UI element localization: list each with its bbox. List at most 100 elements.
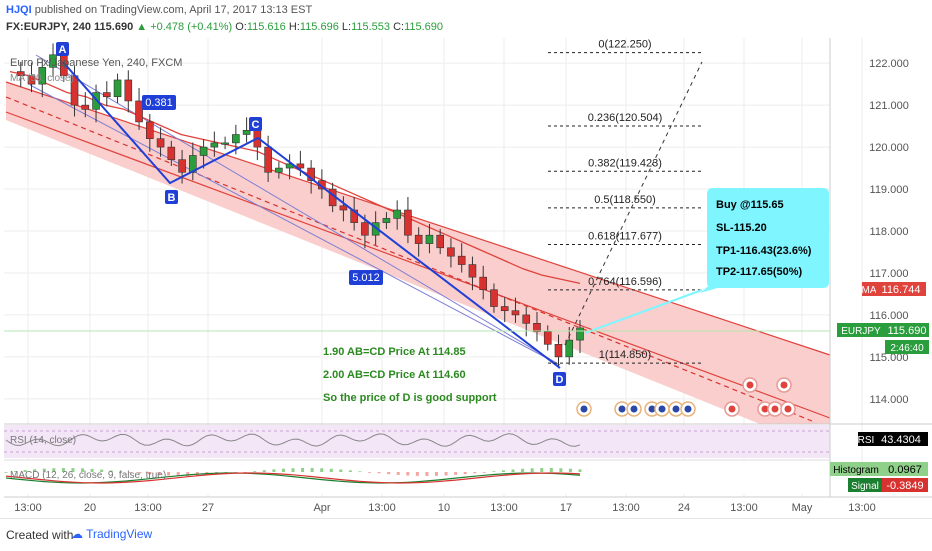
macd-bar: [435, 472, 438, 476]
channel-mid-line: [5, 96, 813, 422]
macd-bar: [444, 472, 448, 476]
candle-body: [468, 264, 477, 278]
macd-bar: [406, 472, 410, 476]
economic-event-markers[interactable]: [576, 377, 796, 417]
y-tick-label: 114.000: [870, 394, 909, 406]
macd-pane[interactable]: [4, 460, 830, 494]
x-axis[interactable]: 13:00 20 13:00 27 Apr 13:00 10 13:00 17 13:00 24 13…: [14, 502, 876, 514]
chart-canvas[interactable]: 0(122.250) 0.236(120.504) 0.382(119.423) 0.…: [0, 0, 932, 518]
macd-bar: [521, 468, 525, 472]
event-marker-dot: [728, 405, 736, 413]
candle-body: [232, 134, 240, 144]
candle-body: [404, 209, 412, 236]
callout-line-3: TP1-116.43(23.6%): [716, 245, 812, 257]
candle-body: [113, 79, 122, 98]
published-text: published on TradingView.com, April 17, …: [34, 4, 313, 16]
x-tick-label: 13:00: [730, 502, 758, 514]
svg-text:2:46:40: 2:46:40: [890, 343, 924, 354]
macd-bar: [501, 470, 505, 472]
event-marker-dot: [630, 405, 638, 413]
tradingview-logo[interactable]: ☁ TradingView: [71, 527, 152, 541]
ohlc-high: 115.696: [299, 21, 339, 33]
macd-bar: [33, 469, 37, 472]
event-marker-dot: [784, 405, 792, 413]
svg-text:Signal: Signal: [851, 481, 879, 492]
x-tick-label: 10: [438, 502, 450, 514]
y-tick-label: 116.000: [870, 310, 909, 322]
macd-bar: [425, 472, 429, 476]
ohlc-low: 115.553: [351, 21, 391, 33]
macd-bar: [482, 472, 486, 473]
macd-bar: [540, 468, 544, 472]
candle-body: [264, 146, 272, 173]
ma-legend: MA (50, close): [10, 73, 74, 84]
symbol-line: FX:EURJPY, 240 115.690 ▲ +0.478 (+0.41%)…: [6, 21, 443, 33]
username[interactable]: HJQI: [6, 4, 32, 16]
candle-body: [565, 339, 574, 358]
callout-line-2: SL-115.20: [716, 222, 767, 234]
candle-body: [38, 67, 47, 85]
macd-bar: [568, 468, 572, 472]
macd-signal-line: [5, 472, 581, 484]
x-tick-label: May: [792, 502, 813, 514]
macd-histogram: [4, 468, 582, 476]
macd-bar: [272, 469, 276, 472]
callout-line-1: Buy @115.65: [716, 199, 784, 211]
candle-body: [522, 314, 531, 324]
candle-body: [447, 247, 455, 257]
channel-lower-line: [5, 111, 831, 419]
symbol-price-tag: EURJPY 115.690 2:46:40: [837, 323, 929, 354]
ohlc-l-key: L:: [341, 21, 352, 33]
macd-bar: [301, 468, 305, 472]
candle-body: [124, 79, 133, 102]
abcd-upper-trendline: [35, 54, 561, 366]
fib-level-label: 0.236(120.504): [588, 112, 663, 124]
candle-body: [479, 276, 488, 291]
symbol: FX:EURJPY, 240: [6, 21, 91, 33]
candle-body: [156, 138, 165, 148]
ratio-ab: 0.381: [142, 95, 176, 110]
label-c-text: C: [252, 119, 260, 131]
macd-bar: [578, 469, 582, 472]
y-tick-label: 115.000: [870, 352, 909, 364]
macd-bar: [52, 468, 56, 472]
rsi-pane[interactable]: [4, 425, 830, 458]
event-marker-dot: [761, 405, 769, 413]
svg-text:EURJPY: EURJPY: [841, 326, 881, 337]
candle-body: [576, 327, 584, 341]
candle-body: [425, 234, 434, 244]
macd-bar: [176, 472, 180, 476]
ratio-cd: 5.012: [349, 270, 383, 285]
macd-bar: [100, 469, 104, 472]
candle-body: [178, 159, 186, 173]
x-tick-label: 13:00: [134, 502, 162, 514]
macd-bar: [42, 468, 46, 472]
x-tick-label: 20: [84, 502, 96, 514]
macd-bar: [109, 470, 113, 472]
svg-text:116.744: 116.744: [882, 284, 921, 296]
macd-bar: [81, 468, 85, 472]
candle-body: [102, 92, 111, 98]
y-tick-label: 117.000: [870, 268, 909, 280]
macd-bar: [243, 472, 247, 473]
macd-histogram-tag: Histogram 0.0967: [830, 462, 928, 476]
created-with-text: Created with: [6, 528, 74, 542]
candle-body: [393, 209, 401, 219]
fib-level-label: 0.764(116.596): [588, 276, 662, 288]
y-axis[interactable]: 122.000 121.000 120.000 119.000 118.000 117.0…: [869, 58, 909, 406]
candle-body: [414, 234, 423, 244]
candle-body: [49, 54, 57, 68]
ohlc-o-key: O:: [235, 21, 247, 33]
candle-body: [146, 121, 154, 139]
x-tick-label: Apr: [313, 502, 330, 514]
event-marker-dot: [780, 381, 788, 389]
candle-body: [221, 142, 229, 145]
note-1: 1.90 AB=CD Price At 114.85: [323, 346, 466, 358]
ma-line: [9, 70, 581, 285]
note-2: 2.00 AB=CD Price At 114.60: [323, 369, 466, 381]
ma-price-tag: MA 116.744: [862, 282, 926, 296]
candle-body: [167, 146, 176, 160]
ohlc-open: 115.616: [246, 21, 286, 33]
fib-level-label: 0.5(118.550): [594, 194, 656, 206]
macd-bar: [530, 468, 534, 472]
